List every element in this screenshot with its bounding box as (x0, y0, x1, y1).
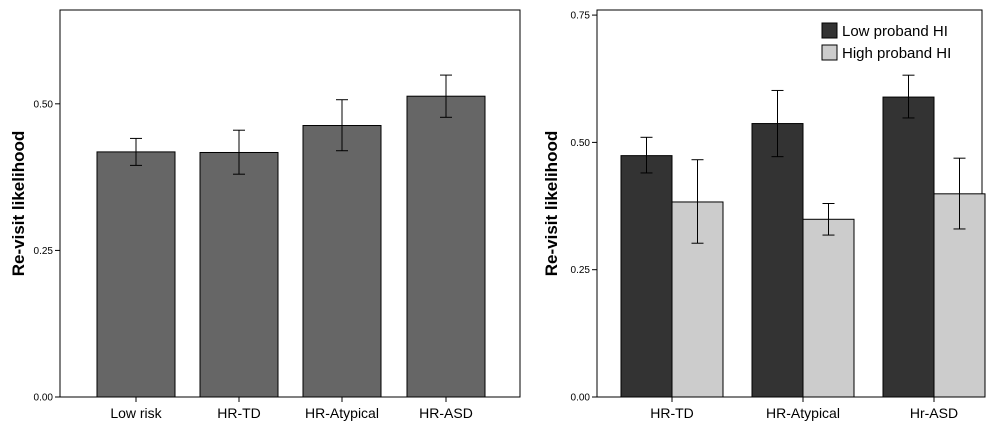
legend-label: High proband HI (842, 45, 951, 62)
x-tick-label: HR-TD (217, 405, 261, 421)
y-tick-label: 0.25 (571, 265, 591, 276)
bar (751, 123, 804, 398)
y-tick-label: 0.25 (34, 246, 54, 257)
y-tick-label: 0.75 (571, 11, 591, 22)
y-axis-title: Re-visit likelihood (9, 131, 28, 276)
chart-right: 0.00 0.25 0.50 0.75 Re-visit likelihood HR-TD… (542, 9, 986, 421)
y-tick-label: 0.00 (571, 393, 591, 404)
bar (671, 201, 724, 398)
y-tick-label: 0.00 (34, 393, 54, 404)
y-tick-label: 0.50 (34, 99, 54, 110)
x-tick-label: HR-Atypical (766, 405, 840, 421)
bar (199, 151, 279, 398)
x-tick-label: Low risk (110, 405, 162, 421)
legend-swatch (821, 22, 838, 39)
chart-left: 0.00 0.25 0.50 Re-visit likelihood Low risk H… (9, 9, 521, 421)
x-tick-label: HR-TD (650, 405, 694, 421)
bar (882, 96, 935, 398)
bar (302, 125, 382, 398)
x-tick-label: HR-Atypical (305, 405, 379, 421)
bar (620, 155, 673, 398)
legend-label: Low proband HI (842, 23, 948, 40)
bar (802, 218, 855, 398)
x-tick-label: HR-ASD (419, 405, 473, 421)
y-axis-title: Re-visit likelihood (542, 131, 561, 276)
x-tick-label: Hr-ASD (910, 405, 958, 421)
bar (96, 151, 176, 398)
bar (406, 95, 486, 398)
plot-frame (59, 9, 521, 398)
y-tick-label: 0.50 (571, 138, 591, 149)
legend-swatch (821, 44, 838, 61)
